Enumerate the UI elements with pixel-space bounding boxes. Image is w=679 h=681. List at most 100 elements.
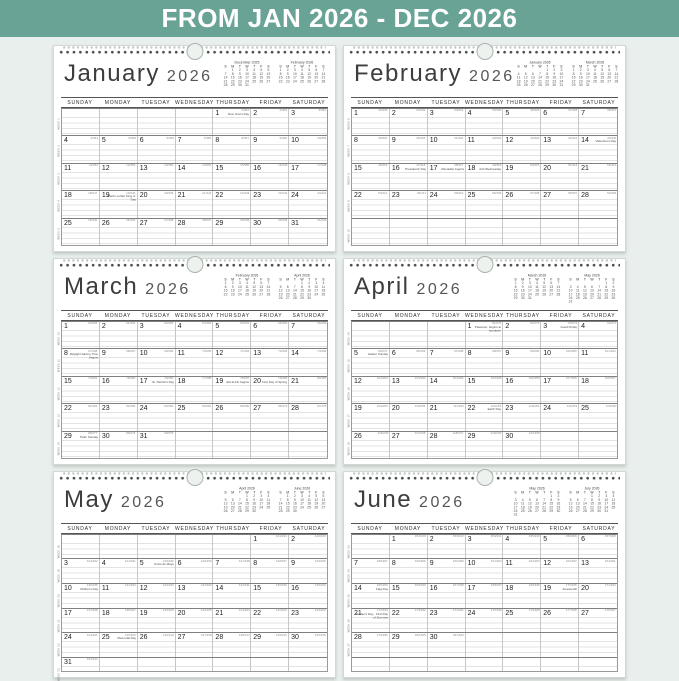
weekday-header: WEDNESDAY [174, 312, 215, 319]
mini-weekday-letter: S [224, 491, 227, 495]
mini-day: 26 [314, 505, 319, 510]
day-of-year-note: 174/191 [452, 609, 464, 613]
mini-weekday-letter: S [559, 65, 563, 69]
day-number: 30 [429, 634, 438, 642]
weekday-header: FRIDAY [259, 312, 283, 319]
day-number: 15 [253, 584, 262, 592]
mini-day: 19 [252, 289, 257, 293]
mini-day: 17 [245, 76, 249, 80]
mini-day: 28 [278, 509, 283, 514]
day-of-year-note: 114/251 [566, 404, 578, 408]
day-number: 3 [429, 109, 434, 117]
mini-calendar-title: May 2026 [584, 274, 600, 278]
mini-day: 4 [536, 281, 538, 286]
month-name: February [354, 60, 463, 87]
day-cell: 29 149/216 [251, 633, 290, 657]
day-number: 12 [543, 560, 552, 568]
day-cell: 20 79/286 First Day of Spring [251, 376, 290, 403]
week-row: WEEK 7 8 39/326 9 40/325 10 41/324 11 42/323 12 43… [348, 135, 617, 163]
mini-day: 17 [585, 76, 590, 80]
day-cell [503, 657, 542, 671]
mini-calendar-inner: May 2026 S M T W T F S 1 2 3 4 5 6 7 8 9 10 11 12 13 14 15 16 17… [567, 274, 617, 304]
mini-day: 23 [285, 79, 290, 84]
day-number: 14 [177, 164, 186, 172]
day-number: 23 [391, 192, 400, 199]
day-cell [137, 657, 176, 671]
mini-day: 20 [259, 289, 264, 293]
month-title: January 2026 [64, 58, 212, 97]
day-cell: 17 137/228 [62, 608, 100, 633]
week-label: WEEK 7 [347, 145, 351, 157]
day-of-year-note: 64/301 [240, 322, 250, 325]
weekday-header-row: SUNDAY MONDAY TUESDAY WEDNESDAY THURSDAY FRID… [351, 310, 618, 321]
day-cell [99, 108, 138, 135]
mini-day: 24 [245, 79, 249, 84]
day-number: 2 [505, 322, 510, 330]
day-cell: 7 38/327 [579, 109, 617, 136]
day-number: 2 [429, 535, 434, 543]
day-cell: 25 25/340 [62, 218, 100, 245]
day-cell: 24 114/251 [541, 404, 580, 431]
wire-binding [54, 43, 335, 60]
day-cell: 27 178/187 [579, 609, 617, 633]
day-number: 6 [543, 109, 548, 117]
mini-day: 16 [237, 76, 242, 80]
mini-weekday-letter: W [300, 278, 304, 282]
day-cell: 2 61/304 [99, 321, 138, 348]
mini-calendar-prev: December 2025 S M T W T F S 1 2 3 4 5 6 7 8 9 10 11 12 13 14 1… [222, 61, 272, 93]
day-number: 11 [467, 137, 475, 144]
day-of-year-note: 109/256 [376, 404, 388, 408]
holiday-label: Juneteenth [562, 587, 578, 591]
mini-day: 11 [535, 285, 539, 289]
mini-day: 8 [246, 498, 248, 502]
day-of-year-note: 82/283 [126, 404, 136, 408]
day-number: 13 [543, 137, 552, 144]
day-cell: 24 144/221 [62, 633, 100, 657]
day-cell: 5 36/329 [503, 108, 542, 135]
day-cell [541, 657, 580, 671]
day-number: 22 [391, 609, 400, 617]
weekday-header-row: SUNDAY MONDAY TUESDAY WEDNESDAY THURSDAY FRID… [61, 310, 328, 321]
mini-day: 28 [614, 79, 618, 84]
day-cell: 30 181/184 [427, 633, 466, 657]
day-number: 5 [215, 322, 220, 330]
mini-calendar-next: July 2026 S M T W T F S 1 2 3 4 5 6 7 8 9 10 11 12 13 14 15 16 1… [567, 487, 617, 519]
day-number: 5 [354, 350, 358, 357]
day-number: 1 [354, 109, 358, 117]
hanger-ring [476, 43, 493, 60]
day-of-year-note: 61/304 [126, 322, 136, 325]
day-cell: 24 175/190 [465, 608, 504, 633]
day-of-year-note: 178/187 [605, 609, 616, 613]
mini-calendar-days: S M T W T F S 1 2 3 4 5 6 7 8 9 10 11 12 13 14 15 16 17 18 19 20 21… [277, 65, 327, 84]
mini-day: 30 [307, 296, 312, 301]
day-number: 21 [354, 609, 362, 617]
mini-weekday-letter: M [521, 278, 525, 282]
mini-day: 2 [286, 68, 289, 73]
week-label: WEEK 21 [57, 618, 61, 632]
day-of-year-note: 110/255 [415, 404, 426, 408]
mini-day: 18 [592, 76, 597, 80]
day-of-year-note: 16/349 [277, 164, 288, 167]
day-cell [352, 657, 390, 671]
day-number: 25 [101, 634, 110, 642]
day-of-year-note: 89/276 [126, 432, 136, 435]
mini-day: 2 [612, 281, 615, 286]
mini-weekday-letter: S [557, 491, 560, 495]
mini-calendars: February 2026 S M T W T F S 1 2 3 4 5 6 7 8 9 10 11 12 13 14 1… [222, 271, 327, 310]
mini-day: 1 [545, 68, 548, 73]
day-number: 16 [505, 377, 514, 385]
calendar-header: February 2026 January 2026 S M T W T F S 1 2 3 4 5 6 7 8 9… [344, 57, 625, 97]
day-number: 12 [505, 137, 514, 144]
day-number: 26 [354, 432, 362, 440]
day-number: 10 [467, 560, 476, 568]
mini-day: 12 [527, 502, 532, 506]
mini-day: 8 [231, 72, 234, 76]
mini-weekday-letter: M [231, 491, 235, 495]
mini-day: 19 [223, 505, 228, 510]
mini-day: 7 [238, 498, 241, 502]
day-cell: 5 125/240 Cinco de Mayo [137, 559, 176, 583]
mini-day: 25 [611, 505, 616, 510]
weekday-header: SATURDAY [292, 312, 326, 319]
day-of-year-note: 129/236 [315, 559, 326, 563]
day-of-year-note: 166/199 [414, 584, 426, 588]
